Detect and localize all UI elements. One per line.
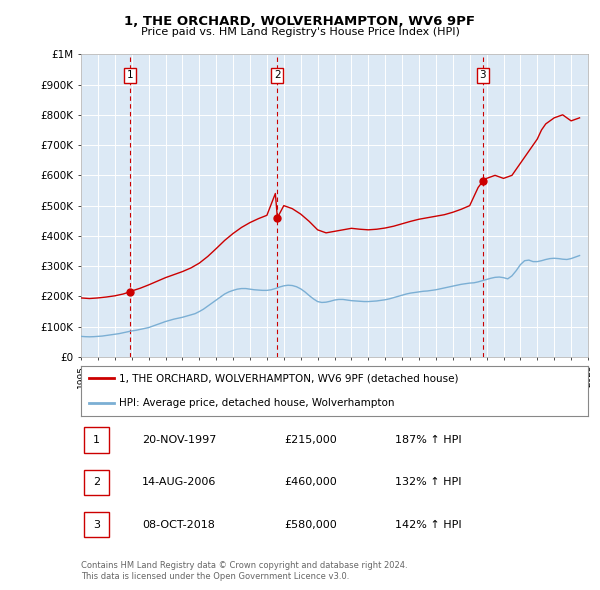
Text: 2: 2: [92, 477, 100, 487]
Text: HPI: Average price, detached house, Wolverhampton: HPI: Average price, detached house, Wolv…: [119, 398, 395, 408]
Bar: [83, 512, 109, 537]
Text: 14-AUG-2006: 14-AUG-2006: [142, 477, 216, 487]
Text: 2: 2: [274, 70, 281, 80]
Text: 187% ↑ HPI: 187% ↑ HPI: [395, 435, 462, 445]
Text: 1: 1: [127, 70, 133, 80]
Text: 1, THE ORCHARD, WOLVERHAMPTON, WV6 9PF (detached house): 1, THE ORCHARD, WOLVERHAMPTON, WV6 9PF (…: [119, 373, 458, 384]
Text: 132% ↑ HPI: 132% ↑ HPI: [395, 477, 462, 487]
Text: £215,000: £215,000: [284, 435, 337, 445]
Text: 20-NOV-1997: 20-NOV-1997: [142, 435, 216, 445]
Text: Price paid vs. HM Land Registry's House Price Index (HPI): Price paid vs. HM Land Registry's House …: [140, 27, 460, 37]
Text: 1, THE ORCHARD, WOLVERHAMPTON, WV6 9PF: 1, THE ORCHARD, WOLVERHAMPTON, WV6 9PF: [125, 15, 476, 28]
Text: 1: 1: [93, 435, 100, 445]
Text: £460,000: £460,000: [284, 477, 337, 487]
Bar: [83, 427, 109, 453]
Text: This data is licensed under the Open Government Licence v3.0.: This data is licensed under the Open Gov…: [81, 572, 349, 581]
Text: 3: 3: [93, 520, 100, 530]
Text: £580,000: £580,000: [284, 520, 337, 530]
Text: 08-OCT-2018: 08-OCT-2018: [142, 520, 215, 530]
Text: 3: 3: [479, 70, 486, 80]
Text: Contains HM Land Registry data © Crown copyright and database right 2024.: Contains HM Land Registry data © Crown c…: [81, 560, 407, 569]
Bar: [83, 470, 109, 495]
Text: 142% ↑ HPI: 142% ↑ HPI: [395, 520, 462, 530]
